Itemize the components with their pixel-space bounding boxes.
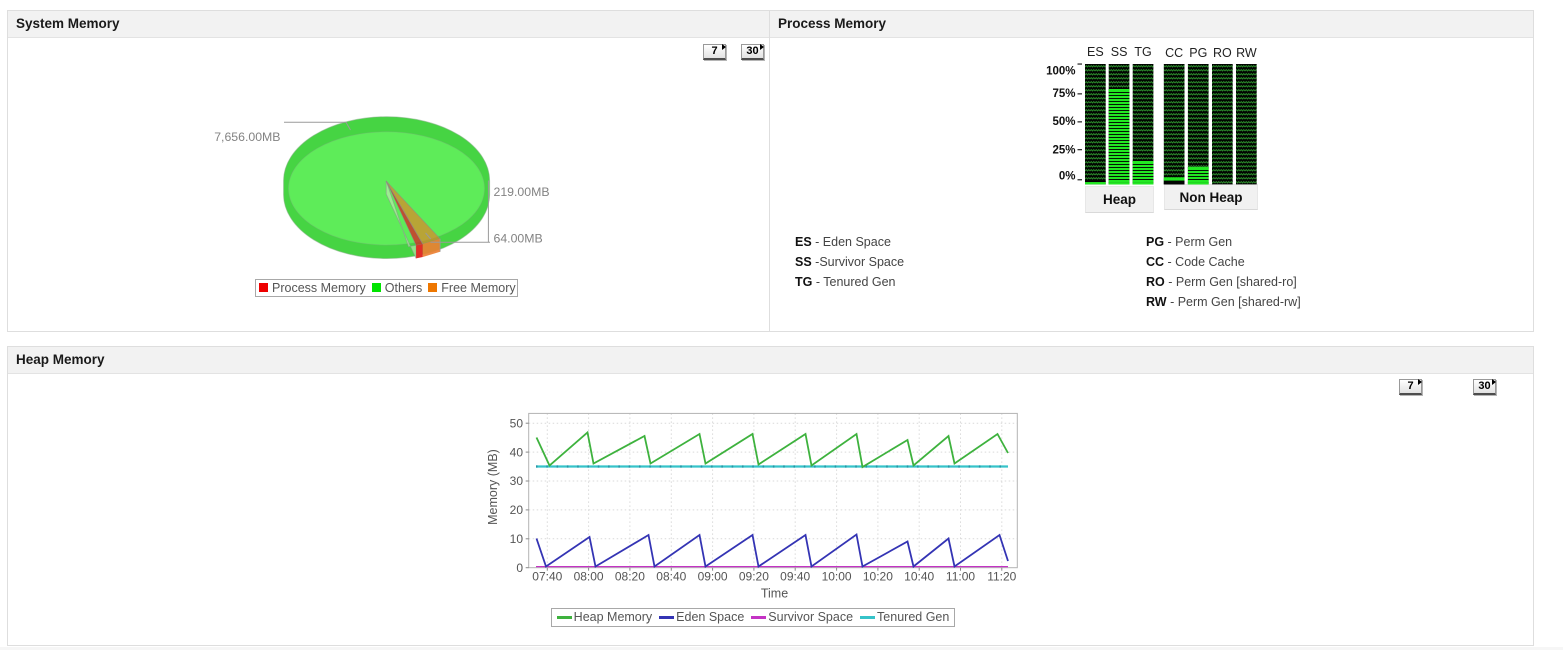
- svg-text:7,656.00MB: 7,656.00MB: [214, 130, 280, 144]
- svg-text:50%: 50%: [1052, 116, 1075, 128]
- svg-text:11:20: 11:20: [987, 570, 1016, 584]
- svg-text:10:20: 10:20: [863, 570, 893, 584]
- svg-text:30: 30: [510, 474, 524, 488]
- svg-text:08:00: 08:00: [574, 570, 604, 584]
- svg-text:08:40: 08:40: [656, 570, 686, 584]
- svg-text:SS: SS: [1111, 45, 1128, 59]
- svg-text:Time: Time: [761, 587, 788, 601]
- svg-text:75%: 75%: [1052, 88, 1075, 100]
- svg-text:CC: CC: [1165, 46, 1183, 60]
- svg-text:10:00: 10:00: [822, 570, 852, 584]
- svg-text:20: 20: [510, 503, 524, 517]
- svg-text:TG: TG: [1134, 45, 1151, 59]
- svg-text:ES: ES: [1087, 45, 1104, 59]
- svg-text:10:40: 10:40: [904, 570, 934, 584]
- svg-text:09:20: 09:20: [739, 570, 769, 584]
- svg-text:09:40: 09:40: [780, 570, 810, 584]
- svg-text:09:00: 09:00: [698, 570, 728, 584]
- svg-text:PG: PG: [1189, 46, 1207, 60]
- svg-text:Memory (MB): Memory (MB): [486, 449, 500, 525]
- svg-text:11:00: 11:00: [946, 570, 975, 584]
- svg-text:07:40: 07:40: [532, 570, 562, 584]
- svg-text:40: 40: [510, 445, 524, 459]
- svg-text:RO: RO: [1213, 46, 1232, 60]
- svg-text:100%: 100%: [1046, 66, 1075, 78]
- svg-text:219.00MB: 219.00MB: [494, 185, 550, 199]
- svg-text:RW: RW: [1236, 46, 1257, 60]
- svg-text:64.00MB: 64.00MB: [494, 231, 543, 245]
- svg-text:25%: 25%: [1052, 145, 1075, 157]
- svg-text:0: 0: [516, 561, 523, 575]
- svg-text:08:20: 08:20: [615, 570, 645, 584]
- svg-text:10: 10: [510, 532, 524, 546]
- svg-text:50: 50: [510, 416, 524, 430]
- svg-text:0%: 0%: [1059, 171, 1076, 183]
